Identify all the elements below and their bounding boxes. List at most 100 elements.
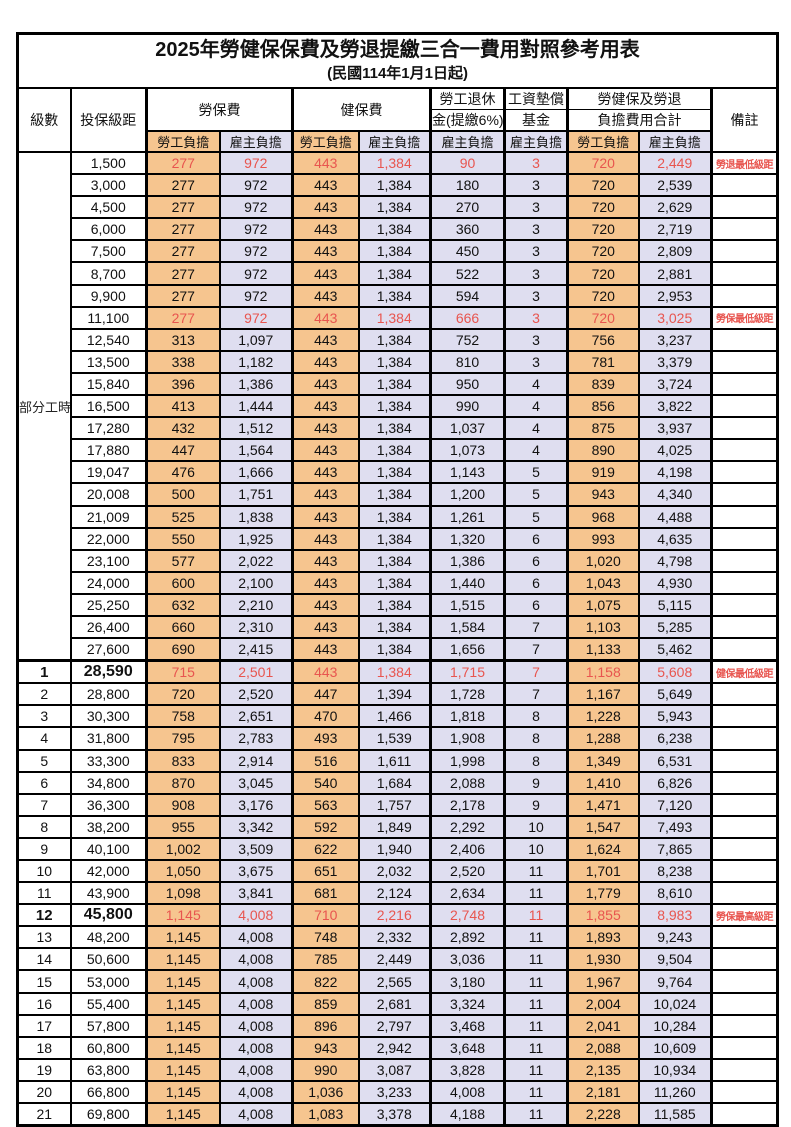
labor-employee-cell: 1,145 [145, 947, 221, 972]
bracket-cell: 69,800 [69, 1102, 148, 1127]
table-row: 8 38,200 955 3,342 592 1,849 2,292 10 1,547 7,493 [16, 814, 779, 839]
bracket-cell: 28,800 [69, 682, 148, 707]
labor-employer-cell: 3,045 [218, 770, 294, 795]
labor-employer-cell: 2,914 [218, 748, 294, 773]
table-row: 16 55,400 1,145 4,008 859 2,681 3,324 11 2,004 10… [16, 991, 779, 1016]
pension-employer-cell: 3,648 [429, 1035, 506, 1060]
labor-employee-cell: 413 [145, 394, 221, 419]
health-employer-cell: 1,384 [357, 394, 432, 419]
table-row: 20,008 500 1,751 443 1,384 1,200 5 943 4,340 [18, 482, 779, 507]
labor-employee-cell: 758 [145, 704, 221, 729]
total-employee-cell: 1,471 [566, 792, 640, 817]
wage-fund-employer-cell: 4 [503, 371, 569, 397]
health-employee-cell: 822 [291, 969, 360, 994]
table-row: 11 43,900 1,098 3,841 681 2,124 2,634 11 1,779 8,… [16, 881, 779, 906]
total-employer-cell: 9,504 [637, 947, 713, 972]
wage-fund-employer-cell: 3 [503, 305, 569, 330]
labor-employer-cell: 972 [218, 150, 294, 176]
bracket-cell: 7,500 [69, 239, 148, 264]
total-employer-cell: 4,198 [637, 460, 713, 485]
table-row: 7,500 277 972 443 1,384 450 3 720 2,809 [18, 239, 779, 264]
bracket-cell: 50,600 [69, 947, 148, 972]
labor-employee-cell: 660 [145, 614, 221, 640]
table-row: 20 66,800 1,145 4,008 1,036 3,233 4,008 11 2,181… [16, 1079, 779, 1105]
bracket-cell: 53,000 [69, 969, 148, 994]
bracket-cell: 60,800 [69, 1035, 148, 1060]
table-row: 9,900 277 972 443 1,384 594 3 720 2,953 [18, 283, 779, 308]
table-row: 6,000 277 972 443 1,384 360 3 720 2,719 [18, 217, 779, 242]
total-employer-cell: 9,764 [637, 969, 713, 994]
wage-fund-employer-cell: 8 [503, 748, 569, 773]
health-employee-cell: 443 [291, 394, 360, 419]
health-employer-cell: 1,384 [357, 416, 432, 441]
health-employer-cell: 1,384 [357, 195, 432, 220]
total-employer-cell: 10,284 [637, 1013, 713, 1038]
health-employee-cell: 990 [291, 1057, 360, 1082]
total-employer-cell: 6,531 [637, 748, 713, 773]
table-row: 18 60,800 1,145 4,008 943 2,942 3,648 11 2,088 10… [16, 1035, 779, 1060]
remark-cell [709, 261, 779, 286]
health-employee-cell: 443 [291, 460, 360, 485]
total-employer-cell: 2,539 [637, 173, 713, 198]
labor-employer-cell: 1,751 [218, 482, 294, 507]
column-header-total-line2: 負擔費用合計 [566, 109, 713, 132]
total-employer-cell: 3,237 [637, 327, 713, 352]
total-employee-cell: 1,158 [566, 659, 640, 685]
pension-employer-cell: 950 [429, 371, 506, 397]
pension-employer-cell: 4,008 [429, 1079, 506, 1105]
bracket-cell: 16,500 [69, 394, 148, 419]
wage-fund-employer-cell: 11 [503, 1013, 569, 1038]
labor-employer-cell: 3,675 [218, 858, 294, 884]
pension-employer-cell: 2,748 [429, 903, 506, 928]
labor-employee-cell: 632 [145, 592, 221, 617]
labor-employee-cell: 795 [145, 726, 221, 751]
remark-cell [709, 770, 779, 795]
labor-employer-cell: 2,310 [218, 614, 294, 640]
level-cell: 11 [16, 881, 72, 906]
page-title: 2025年勞健保保費及勞退提繳三合一費用對照參考用表 [155, 39, 640, 61]
pension-employer-cell: 3,324 [429, 991, 506, 1016]
table-row: 19,047 476 1,666 443 1,384 1,143 5 919 4,198 [18, 460, 779, 485]
total-employer-cell: 11,585 [637, 1102, 713, 1127]
bracket-cell: 36,300 [69, 792, 148, 817]
health-employee-cell: 443 [291, 592, 360, 617]
health-employer-cell: 1,384 [357, 371, 432, 397]
health-employer-cell: 1,466 [357, 704, 432, 729]
labor-employee-cell: 690 [145, 637, 221, 662]
labor-employee-cell: 1,145 [145, 969, 221, 994]
wage-fund-employer-cell: 3 [503, 327, 569, 352]
pension-employer-cell: 1,656 [429, 637, 506, 662]
labor-employer-cell: 972 [218, 305, 294, 330]
labor-employer-cell: 4,008 [218, 1079, 294, 1105]
column-header-pension-line2: 金(提繳6%) [429, 109, 506, 132]
bracket-cell: 33,300 [69, 748, 148, 773]
total-employee-cell: 720 [566, 283, 640, 308]
labor-employee-cell: 277 [145, 305, 221, 330]
table-row: 9 40,100 1,002 3,509 622 1,940 2,406 10 1,624 7,8… [16, 836, 779, 862]
wage-fund-employer-cell: 11 [503, 925, 569, 950]
bracket-cell: 13,500 [69, 349, 148, 374]
table-row: 25,250 632 2,210 443 1,384 1,515 6 1,075 5,115 [18, 592, 779, 617]
labor-employee-cell: 1,002 [145, 836, 221, 862]
column-header-wage-fund-line1: 工資墊償 [503, 87, 569, 110]
wage-fund-employer-cell: 6 [503, 526, 569, 551]
total-employer-cell: 3,937 [637, 416, 713, 441]
total-employer-cell: 7,865 [637, 836, 713, 862]
table-row: 17,280 432 1,512 443 1,384 1,037 4 875 3,937 [18, 416, 779, 441]
level-cell: 3 [16, 704, 72, 729]
labor-employee-cell: 720 [145, 682, 221, 707]
health-employee-cell: 896 [291, 1013, 360, 1038]
table-row: 1 28,590 715 2,501 443 1,384 1,715 7 1,158 5,608 健… [16, 659, 779, 685]
labor-employee-cell: 1,145 [145, 925, 221, 950]
total-employee-cell: 943 [566, 482, 640, 507]
total-employee-cell: 919 [566, 460, 640, 485]
bracket-cell: 38,200 [69, 814, 148, 839]
health-employer-cell: 1,684 [357, 770, 432, 795]
table-row: 13,500 338 1,182 443 1,384 810 3 781 3,379 [18, 349, 779, 374]
labor-employer-cell: 3,176 [218, 792, 294, 817]
total-employer-cell: 4,930 [637, 570, 713, 595]
level-cell: 21 [16, 1102, 72, 1127]
remark-cell [709, 637, 779, 662]
labor-employer-cell: 4,008 [218, 1057, 294, 1082]
health-employer-cell: 2,032 [357, 858, 432, 884]
